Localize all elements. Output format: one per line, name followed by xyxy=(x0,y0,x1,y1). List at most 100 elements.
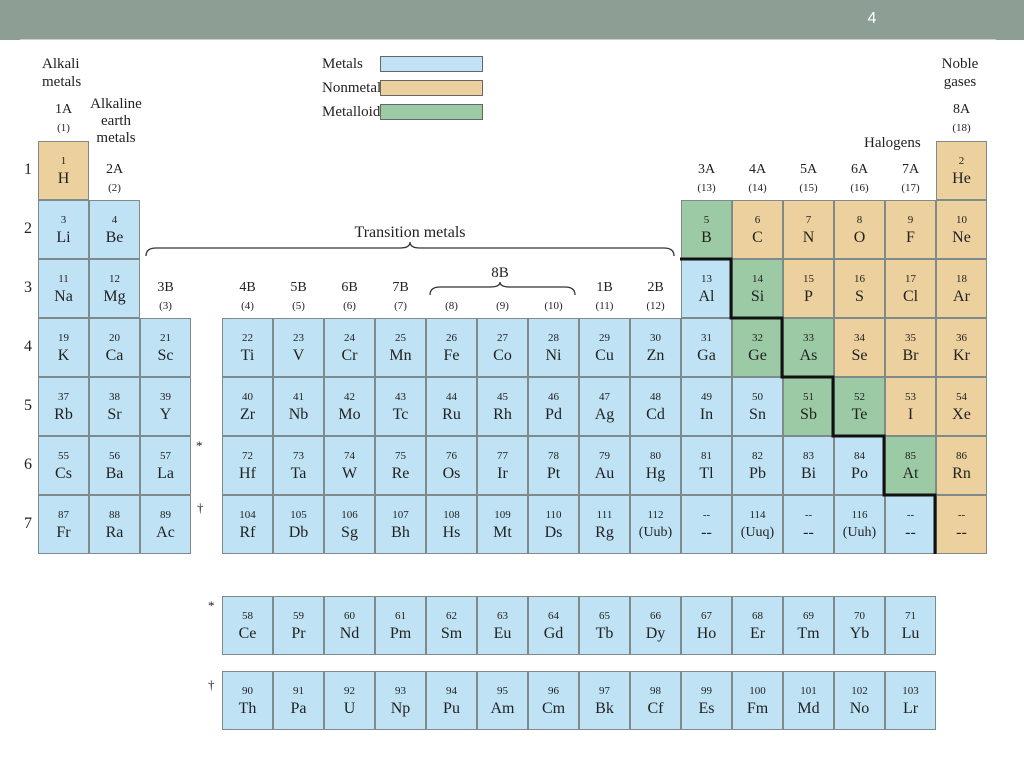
element-cell: 57 La xyxy=(140,436,191,495)
element-cell: 78 Pt xyxy=(528,436,579,495)
element-symbol: Lu xyxy=(901,625,920,642)
atomic-number: 95 xyxy=(497,685,508,697)
atomic-number: 35 xyxy=(905,332,916,344)
atomic-number: -- xyxy=(957,509,966,521)
element-symbol: P xyxy=(804,288,813,305)
element-symbol: Md xyxy=(797,700,820,717)
element-symbol: Pd xyxy=(545,406,562,423)
element-symbol: Cf xyxy=(647,700,664,717)
element-symbol: Pu xyxy=(443,700,460,717)
atomic-number: 73 xyxy=(293,450,304,462)
atomic-number: 110 xyxy=(545,509,562,521)
atomic-number: 16 xyxy=(854,273,865,285)
atomic-number: 109 xyxy=(494,509,511,521)
element-cell: 94 Pu xyxy=(426,671,477,730)
element-cell: 39 Y xyxy=(140,377,191,436)
element-cell: 40 Zr xyxy=(222,377,273,436)
atomic-number: 38 xyxy=(109,391,120,403)
atomic-number: 12 xyxy=(109,273,120,285)
element-cell: 91 Pa xyxy=(273,671,324,730)
group-label: 6B xyxy=(341,280,358,295)
element-symbol: -- xyxy=(956,524,967,541)
group-number: (13) xyxy=(697,182,716,194)
element-cell: 29 Cu xyxy=(579,318,630,377)
element-cell: 108 Hs xyxy=(426,495,477,554)
element-cell: 50 Sn xyxy=(732,377,783,436)
group-number: (9) xyxy=(496,300,509,312)
element-cell: 43 Tc xyxy=(375,377,426,436)
element-cell: 4 Be xyxy=(89,200,140,259)
element-cell: 23 V xyxy=(273,318,324,377)
element-symbol: Cr xyxy=(341,347,358,364)
atomic-number: 51 xyxy=(803,391,814,403)
element-symbol: -- xyxy=(905,524,916,541)
element-cell: 114 (Uuq) xyxy=(732,495,783,554)
element-symbol: Db xyxy=(288,524,309,541)
element-symbol: Nb xyxy=(288,406,309,423)
element-symbol: V xyxy=(292,347,305,364)
atomic-number: 101 xyxy=(800,685,817,697)
element-symbol: B xyxy=(701,229,712,246)
element-cell: 63 Eu xyxy=(477,596,528,655)
legend-swatch-metalloids xyxy=(380,104,483,120)
actinide-marker: † xyxy=(197,500,204,515)
label-alkaline-earth-metals: Alkaline earth metals xyxy=(90,96,142,146)
atomic-number: 82 xyxy=(752,450,763,462)
element-symbol: Gd xyxy=(543,625,564,642)
atomic-number: 96 xyxy=(548,685,559,697)
element-symbol: S xyxy=(855,288,864,305)
element-symbol: Bh xyxy=(391,524,410,541)
group-number: (8) xyxy=(445,300,458,312)
label-transition-metals: Transition metals xyxy=(354,224,466,241)
atomic-number: 106 xyxy=(341,509,358,521)
atomic-number: 90 xyxy=(242,685,253,697)
element-symbol: Rn xyxy=(952,465,971,482)
element-cell: 74 W xyxy=(324,436,375,495)
atomic-number: 39 xyxy=(160,391,171,403)
element-cell: 17 Cl xyxy=(885,259,936,318)
atomic-number: 52 xyxy=(854,391,865,403)
group-number: (5) xyxy=(292,300,305,312)
element-cell: 68 Er xyxy=(732,596,783,655)
atomic-number: 63 xyxy=(497,610,508,622)
element-symbol: Np xyxy=(390,700,411,717)
atomic-number: 22 xyxy=(242,332,253,344)
element-cell: 45 Rh xyxy=(477,377,528,436)
atomic-number: 99 xyxy=(701,685,712,697)
element-cell: 88 Ra xyxy=(89,495,140,554)
legend-label-nonmetals: Nonmetals xyxy=(322,80,387,96)
group-number: (17) xyxy=(901,182,920,194)
element-cell: 76 Os xyxy=(426,436,477,495)
element-symbol: Cm xyxy=(541,700,566,717)
element-cell: 11 Na xyxy=(38,259,89,318)
element-cell: 97 Bk xyxy=(579,671,630,730)
atomic-number: 44 xyxy=(446,391,457,403)
element-symbol: Te xyxy=(851,406,868,423)
element-symbol: Fr xyxy=(56,524,71,541)
group-number: (16) xyxy=(850,182,869,194)
element-symbol: Yb xyxy=(849,625,870,642)
element-cell: 3 Li xyxy=(38,200,89,259)
element-symbol: I xyxy=(907,406,914,423)
element-symbol: Rh xyxy=(493,406,512,423)
atomic-number: 40 xyxy=(242,391,253,403)
legend-swatch-nonmetals xyxy=(380,80,483,96)
element-symbol: Sg xyxy=(341,524,358,541)
atomic-number: 21 xyxy=(160,332,171,344)
atomic-number: -- xyxy=(906,509,915,521)
atomic-number: 103 xyxy=(902,685,919,697)
atomic-number: 76 xyxy=(446,450,457,462)
element-cell: 48 Cd xyxy=(630,377,681,436)
element-cell: 62 Sm xyxy=(426,596,477,655)
element-symbol: Xe xyxy=(952,406,971,423)
atomic-number: 45 xyxy=(497,391,508,403)
atomic-number: 102 xyxy=(851,685,868,697)
element-cell: 67 Ho xyxy=(681,596,732,655)
element-symbol: Au xyxy=(594,465,615,482)
atomic-number: 91 xyxy=(293,685,304,697)
element-symbol: Tl xyxy=(699,465,714,482)
atomic-number: 56 xyxy=(109,450,120,462)
atomic-number: 104 xyxy=(239,509,256,521)
